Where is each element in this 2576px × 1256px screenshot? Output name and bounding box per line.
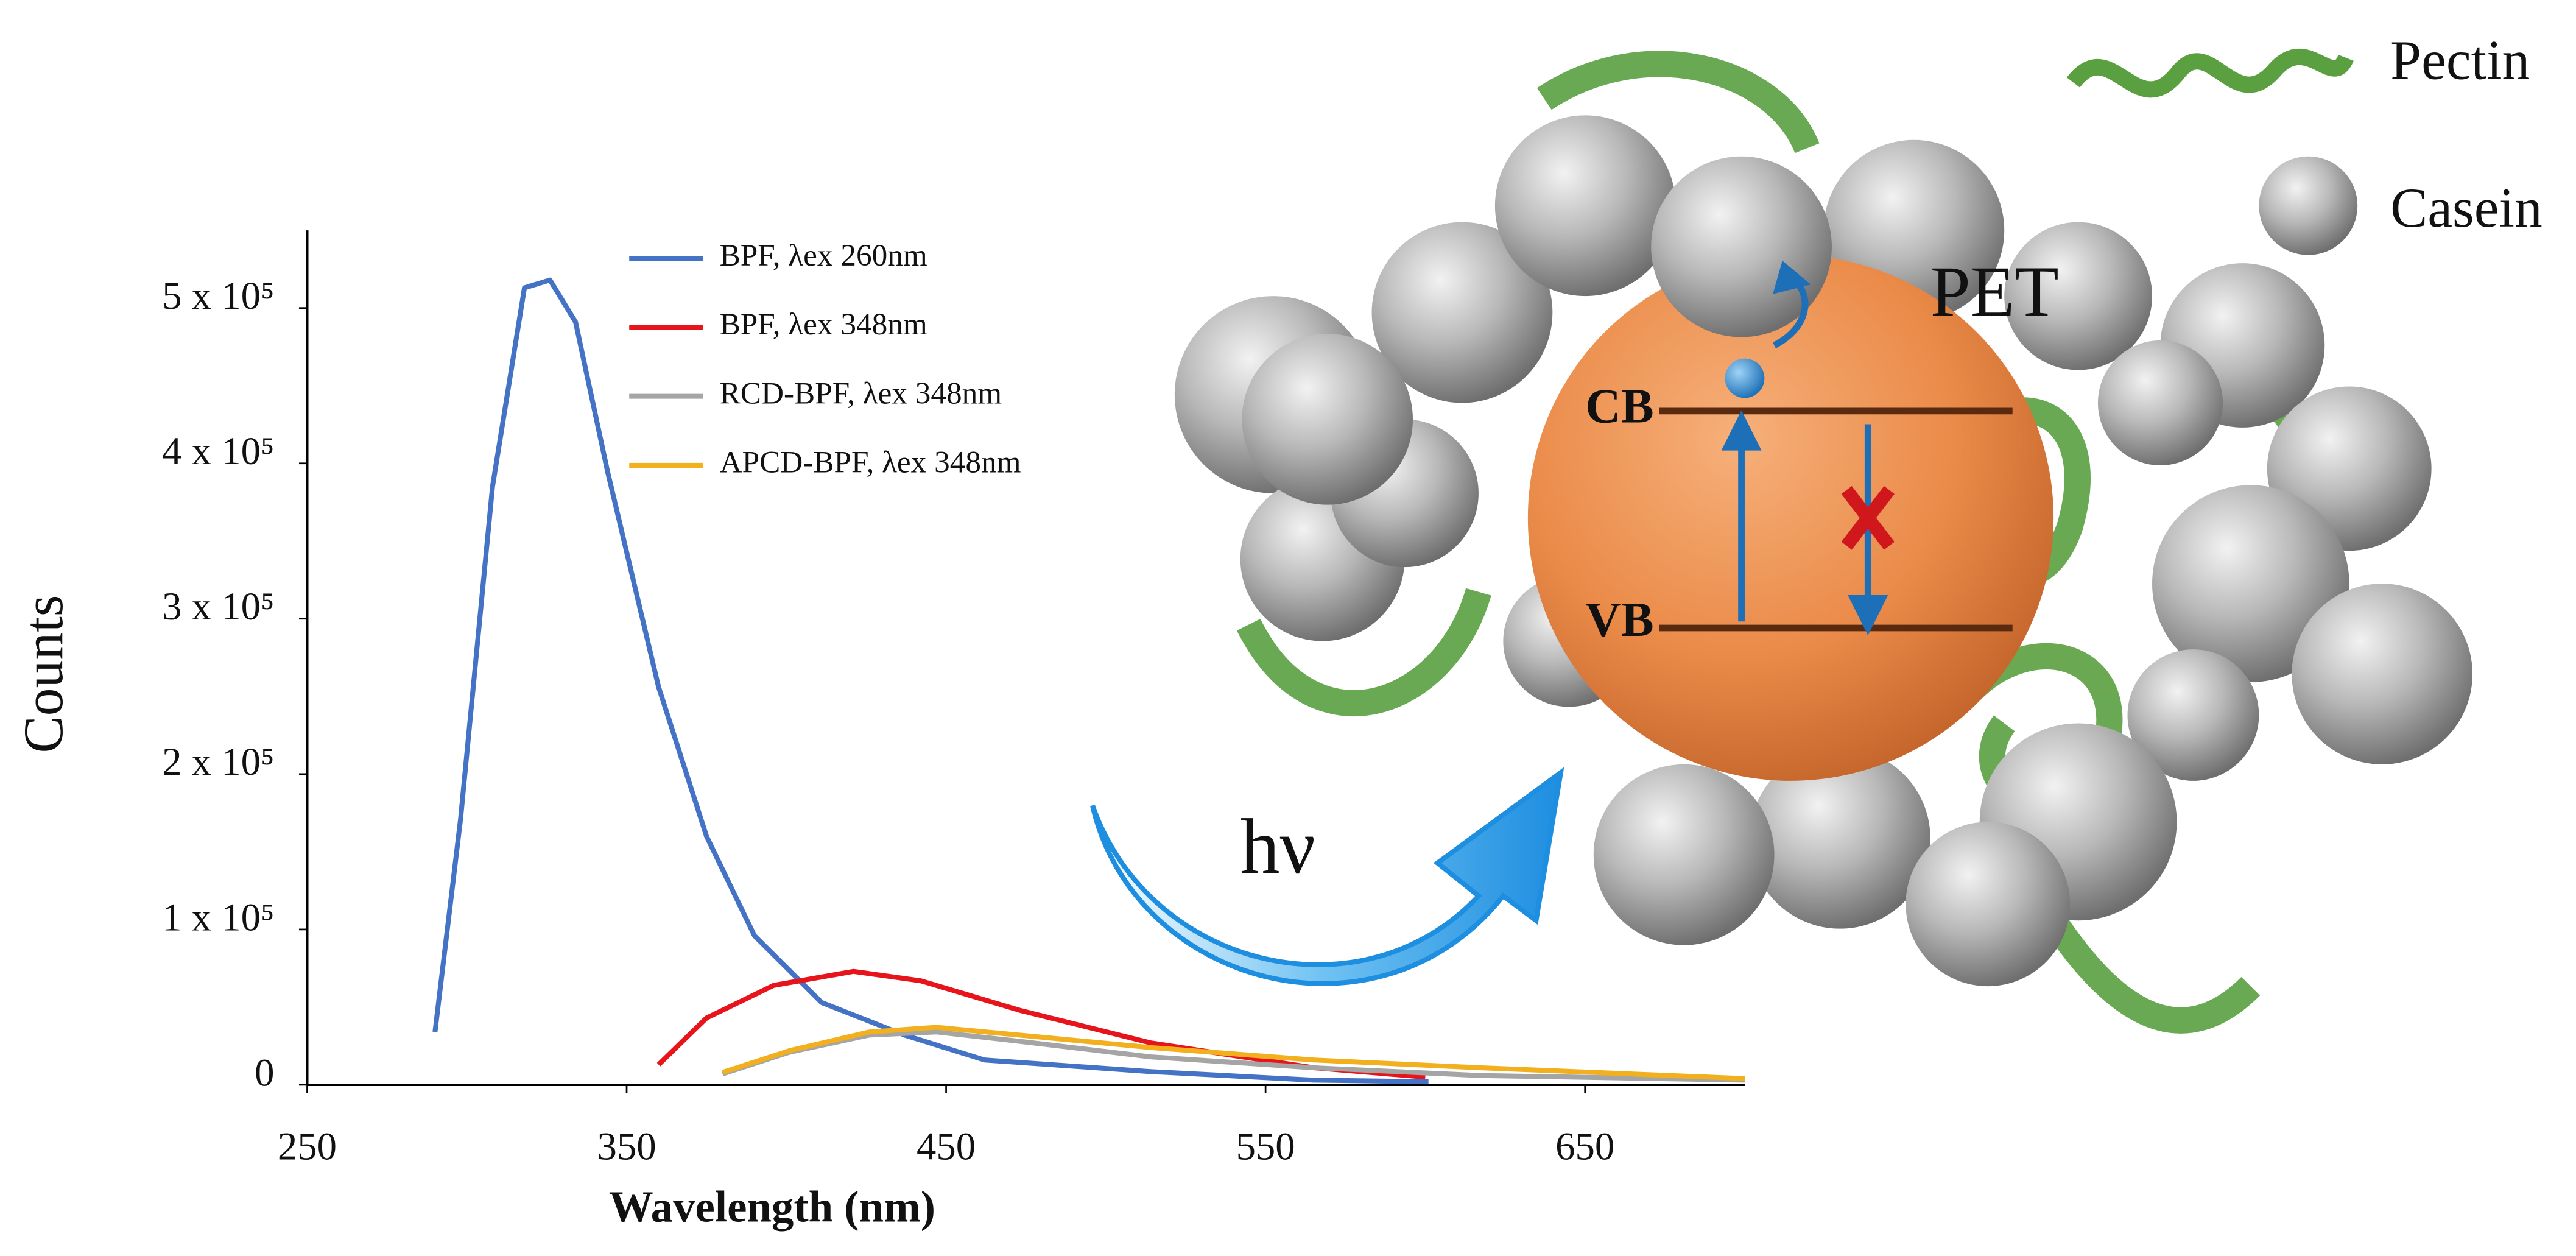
x-axis-label: Wavelength (nm)	[609, 1182, 935, 1231]
hv-label: hν	[1240, 803, 1315, 891]
y-axis-label: Counts	[12, 595, 74, 753]
x-tick-label: 650	[1555, 1125, 1614, 1169]
light-arrow	[1090, 767, 1564, 986]
x-tick-label: 250	[278, 1125, 337, 1169]
pet-label: PET	[1930, 252, 2059, 332]
data-line	[656, 968, 1426, 1080]
y-tick-label: 1 x 10⁵	[162, 895, 274, 939]
data-line	[432, 277, 1429, 1084]
legend-label: Pectin	[2390, 29, 2530, 91]
y-tick-label: 4 x 10⁵	[162, 429, 274, 473]
legend-label: APCD-BPF, λex 348nm	[720, 445, 1021, 480]
blocked-mark	[1841, 485, 1895, 550]
chart: Wavelength (nm) Counts 0 1 x 10⁵ 2 x 10⁵ 3 …	[12, 230, 1745, 1231]
data-line	[722, 1025, 1745, 1081]
y-tick-label: 3 x 10⁵	[162, 585, 274, 629]
core-particle	[1527, 255, 2054, 781]
electron	[1725, 358, 1765, 398]
vb-label: VB	[1585, 592, 1653, 647]
legend-label: RCD-BPF, λex 348nm	[720, 376, 1002, 411]
y-tick-label: 0	[255, 1051, 274, 1095]
x-tick-label: 550	[1236, 1125, 1295, 1169]
legend-label: Casein	[2390, 177, 2543, 239]
legend-label: BPF, λex 348nm	[720, 307, 927, 342]
casein-spheres	[1174, 115, 2473, 987]
casein-icon	[2259, 156, 2358, 255]
cb-label: CB	[1585, 378, 1653, 433]
pectin-icon	[2066, 48, 2354, 98]
y-tick-label: 2 x 10⁵	[162, 740, 274, 784]
top-spheres	[1651, 156, 2223, 465]
x-tick-label: 350	[597, 1125, 656, 1169]
y-tick-label: 5 x 10⁵	[162, 274, 274, 318]
x-tick-label: 450	[917, 1125, 976, 1169]
legend-label: BPF, λex 260nm	[720, 238, 927, 273]
diagram: PET CB VB hν Pectin Casein	[1090, 29, 2543, 1034]
